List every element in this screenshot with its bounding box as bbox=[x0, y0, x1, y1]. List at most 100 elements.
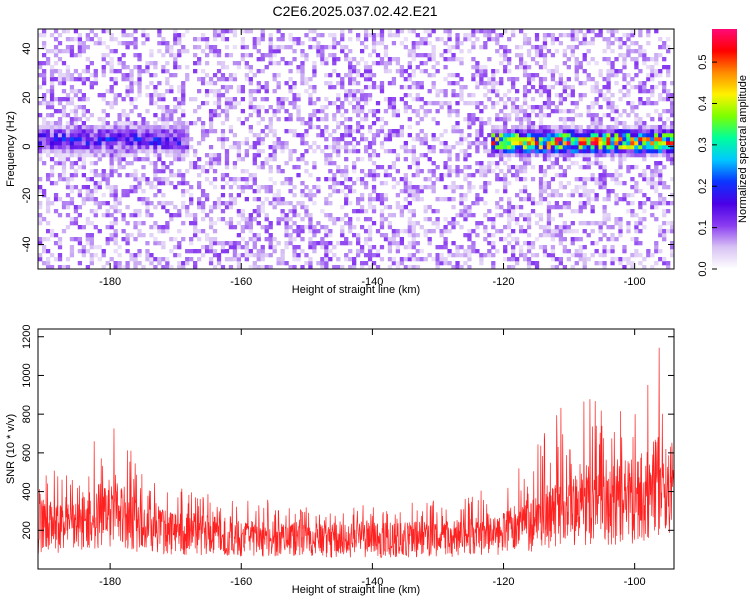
spectrogram-cell bbox=[443, 185, 448, 190]
spectrogram-cell bbox=[483, 229, 488, 234]
spectrogram-cell bbox=[304, 33, 309, 38]
spectrogram-cell bbox=[467, 93, 472, 98]
spectrogram-cell bbox=[324, 261, 329, 266]
spectrogram-cell bbox=[125, 65, 130, 70]
spectrogram-cell bbox=[268, 157, 273, 162]
spectrogram-cell bbox=[41, 29, 47, 34]
spectrogram-cell bbox=[173, 41, 178, 46]
spectrogram-cell bbox=[300, 141, 305, 146]
spectrogram-cell bbox=[435, 197, 440, 202]
spectrogram-cell bbox=[280, 145, 285, 150]
spectrogram-cell bbox=[518, 165, 524, 170]
spectrogram-cell bbox=[89, 61, 94, 66]
spectrogram-cell bbox=[530, 153, 536, 158]
spectrogram-cell bbox=[77, 125, 83, 130]
spectrogram-cell bbox=[515, 125, 520, 130]
spectrogram-cell bbox=[232, 245, 238, 250]
spectrogram-cell bbox=[447, 113, 452, 118]
spectrogram-cell bbox=[252, 237, 257, 242]
spectrogram-cell bbox=[161, 181, 166, 186]
spectrogram-cell bbox=[177, 121, 182, 126]
spectrogram-cell bbox=[296, 109, 301, 114]
spectrogram-cell bbox=[272, 73, 277, 78]
spectrogram-cell bbox=[288, 241, 293, 246]
spectrogram-cell bbox=[367, 197, 373, 202]
spectrogram-cell bbox=[57, 149, 63, 154]
spectrogram-cell bbox=[487, 233, 492, 238]
spectrogram-cell bbox=[332, 53, 337, 58]
spectrogram-cell bbox=[499, 117, 504, 122]
spectrogram-cell bbox=[57, 137, 63, 142]
spectrogram-cell bbox=[304, 261, 309, 266]
spectrogram-cell bbox=[423, 53, 428, 58]
spectrogram-cell bbox=[375, 85, 381, 90]
spectrogram-cell bbox=[181, 205, 186, 210]
spectrogram-cell bbox=[658, 93, 663, 98]
spectrogram-cell bbox=[483, 145, 488, 150]
y-tick-label: 1000 bbox=[21, 363, 33, 387]
spectrogram-cell bbox=[371, 205, 377, 210]
spectrogram-cell bbox=[336, 265, 341, 270]
spectrogram-cell bbox=[332, 161, 337, 166]
spectrogram-cell bbox=[113, 249, 118, 254]
spectrogram-cell bbox=[363, 37, 369, 42]
spectrogram-cell bbox=[503, 141, 508, 146]
spectrogram-cell bbox=[141, 197, 146, 202]
spectrogram-cell bbox=[598, 165, 603, 170]
spectrogram-cell bbox=[602, 137, 607, 142]
spectrogram-cell bbox=[69, 237, 75, 242]
spectrogram-cell bbox=[248, 105, 253, 110]
spectrogram-cell bbox=[419, 137, 424, 142]
spectrogram-cell bbox=[491, 141, 496, 146]
spectrogram-cell bbox=[642, 141, 647, 146]
spectrogram-cell bbox=[268, 129, 273, 134]
spectrogram-cell bbox=[177, 133, 182, 138]
spectrogram-cell bbox=[69, 53, 75, 58]
spectrogram-cell bbox=[630, 153, 635, 158]
spectrogram-cell bbox=[650, 129, 655, 134]
spectrogram-cell bbox=[260, 85, 265, 90]
spectrogram-cell bbox=[101, 69, 106, 74]
spectrogram-cell bbox=[276, 45, 281, 50]
spectrogram-cell bbox=[137, 249, 142, 254]
spectrogram-cell bbox=[348, 185, 353, 190]
spectrogram-cell bbox=[526, 261, 532, 266]
spectrogram-cell bbox=[578, 137, 583, 142]
spectrogram-cell bbox=[208, 257, 214, 262]
spectrogram-cell bbox=[232, 161, 238, 166]
spectrogram-cell bbox=[41, 145, 47, 150]
spectrogram-cell bbox=[133, 221, 138, 226]
spectrogram-cell bbox=[399, 257, 405, 262]
spectrogram-cell bbox=[435, 165, 440, 170]
spectrogram-cell bbox=[324, 57, 329, 62]
spectrogram-cell bbox=[348, 241, 353, 246]
spectrogram-cell bbox=[161, 265, 166, 270]
spectrogram-cell bbox=[435, 101, 440, 106]
spectrogram-cell bbox=[630, 265, 635, 270]
spectrogram-cell bbox=[642, 173, 647, 178]
spectrogram-cell bbox=[200, 81, 206, 86]
spectrogram-cell bbox=[534, 213, 540, 218]
spectrogram-cell bbox=[173, 149, 178, 154]
spectrogram-cell bbox=[133, 213, 138, 218]
spectrogram-cell bbox=[208, 209, 214, 214]
spectrogram-cell bbox=[558, 225, 564, 230]
spectrogram-cell bbox=[363, 45, 369, 50]
spectrogram-cell bbox=[236, 149, 242, 154]
spectrogram-cell bbox=[348, 89, 353, 94]
spectrogram-cell bbox=[606, 173, 611, 178]
spectrogram-cell bbox=[602, 177, 607, 182]
spectrogram-cell bbox=[236, 233, 242, 238]
spectrogram-cell bbox=[272, 129, 277, 134]
spectrogram-cell bbox=[618, 45, 623, 50]
spectrogram-cell bbox=[594, 145, 599, 150]
spectrogram-cell bbox=[511, 257, 516, 262]
spectrogram-cell bbox=[165, 257, 170, 262]
spectrogram-cell bbox=[399, 261, 405, 266]
spectrogram-cell bbox=[403, 177, 408, 182]
spectrogram-cell bbox=[328, 81, 333, 86]
spectrogram-cell bbox=[515, 117, 520, 122]
spectrogram-cell bbox=[288, 201, 293, 206]
spectrogram-cell bbox=[491, 241, 496, 246]
spectrogram-cell bbox=[666, 37, 671, 42]
